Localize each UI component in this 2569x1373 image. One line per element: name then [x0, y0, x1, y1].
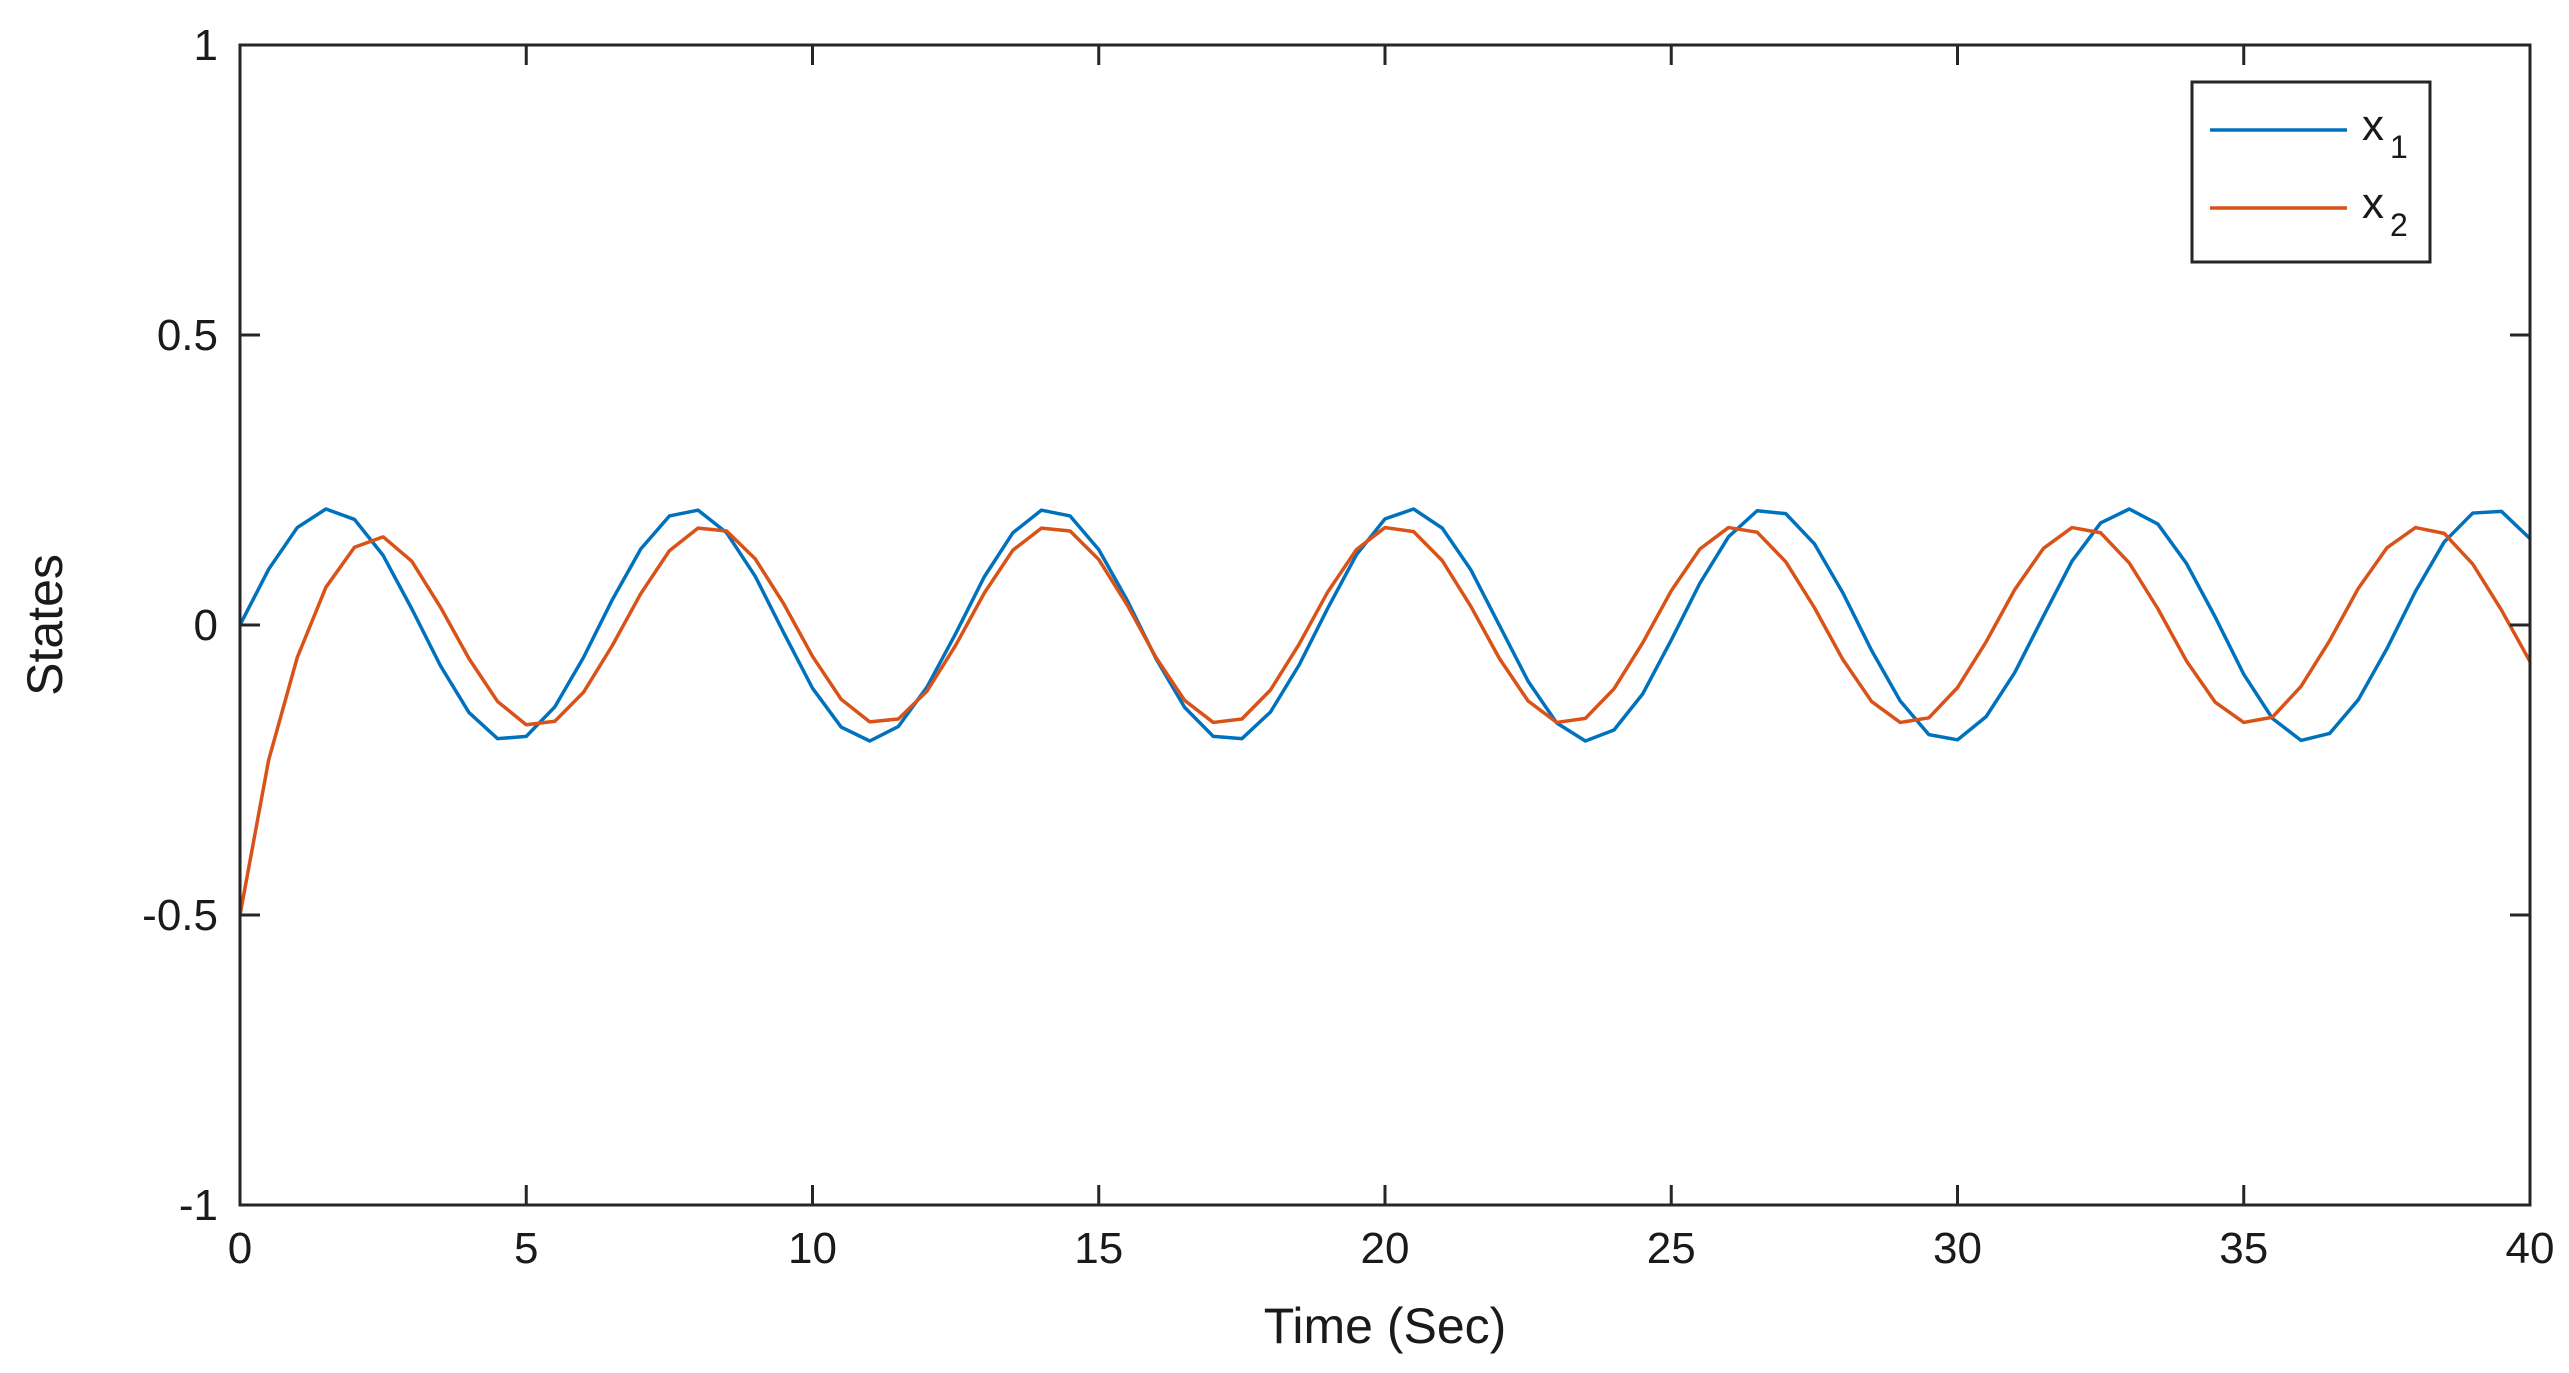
- legend-label-base: x: [2362, 179, 2384, 228]
- axis-ticks: [238, 43, 2532, 1207]
- y-tick-label: 0.5: [157, 311, 218, 360]
- legend-label-subscript: 2: [2390, 207, 2408, 243]
- x-tick-label: 20: [1361, 1224, 1410, 1273]
- y-tick-label: 1: [194, 21, 218, 70]
- x-axis-title: Time (Sec): [1264, 1298, 1507, 1354]
- x-tick-label: 35: [2219, 1224, 2268, 1273]
- y-tick-label: -0.5: [142, 891, 218, 940]
- legend-box: [2190, 80, 2432, 264]
- series-line-x1: [238, 507, 2532, 743]
- y-tick-label: 0: [194, 601, 218, 650]
- x-tick-label: 30: [1933, 1224, 1982, 1273]
- legend: x 1x 2: [2190, 80, 2432, 264]
- x-tick-label: 0: [228, 1224, 252, 1273]
- y-tick-labels: 1 0.5 0 -0.5 -1: [142, 21, 218, 1230]
- x-tick-labels: 0 5 10 15 20 25 30 35 40: [228, 1224, 2555, 1273]
- y-tick-label: -1: [179, 1181, 218, 1230]
- x-tick-label: 10: [788, 1224, 837, 1273]
- series-line-x2: [238, 525, 2532, 916]
- x-tick-label: 25: [1647, 1224, 1696, 1273]
- legend-label-subscript: 1: [2390, 129, 2408, 165]
- y-axis-title: States: [17, 554, 73, 696]
- x-tick-label: 40: [2506, 1224, 2555, 1273]
- plot-area: [240, 45, 2530, 1205]
- x-tick-label: 5: [514, 1224, 538, 1273]
- x-tick-label: 15: [1074, 1224, 1123, 1273]
- series-layer: [238, 507, 2532, 916]
- legend-label-base: x: [2362, 101, 2384, 150]
